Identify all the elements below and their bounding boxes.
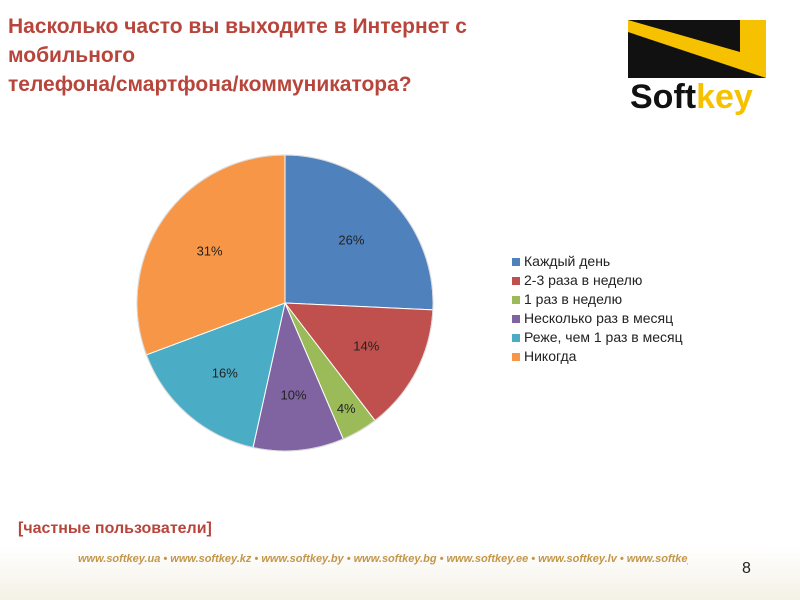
legend-entry: Реже, чем 1 раз в месяц [512,328,683,347]
legend-label: 2-3 раза в неделю [524,272,643,288]
svg-text:Softkey: Softkey [630,78,753,116]
chart-legend: Каждый день 2-3 раза в неделю 1 раз в неде… [512,252,683,366]
softkey-logo: Softkey [628,20,766,117]
legend-label: Несколько раз в месяц [524,310,674,326]
legend-label: 1 раз в неделю [524,291,623,307]
pie-data-label: 31% [197,244,223,259]
legend-swatch [512,276,520,285]
pie-data-label: 16% [212,365,238,380]
legend-entry: 2-3 раза в неделю [512,271,683,290]
audience-subtitle: [частные пользователи] [18,520,212,537]
footer-band [0,545,800,600]
legend-swatch [512,333,520,342]
legend-entry: Каждый день [512,252,683,271]
legend-swatch [512,352,520,361]
title-line-2: телефона/смартфона/коммуникатора? [8,73,412,96]
pie-data-label: 26% [338,233,364,248]
legend-entry: Никогда [512,347,683,366]
title-line-1: Насколько часто вы выходите в Интернет с… [8,15,467,67]
pie-data-label: 10% [281,387,307,402]
legend-entry: 1 раз в неделю [512,290,683,309]
legend-entry: Несколько раз в месяц [512,309,683,328]
pie-data-label: 4% [337,401,356,416]
page-title: Насколько часто вы выходите в Интернет с… [8,12,568,99]
footer-links: www.softkey.ua • www.softkey.kz • www.so… [78,553,688,565]
legend-swatch [512,314,520,323]
pie-data-label: 14% [353,339,379,354]
legend-swatch [512,295,520,304]
page-number: 8 [742,560,751,577]
legend-label: Каждый день [524,253,611,269]
legend-label: Реже, чем 1 раз в месяц [524,329,683,345]
legend-label: Никогда [524,348,577,364]
pie-outline [136,154,434,452]
legend-swatch [512,257,520,266]
